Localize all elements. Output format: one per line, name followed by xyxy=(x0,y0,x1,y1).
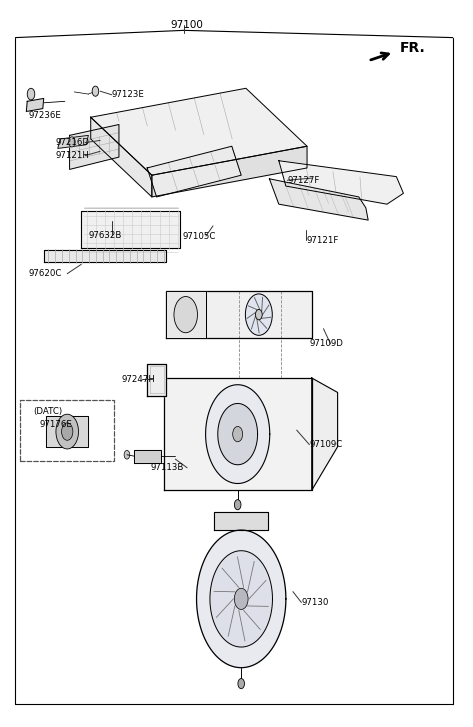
Circle shape xyxy=(235,499,241,510)
Polygon shape xyxy=(312,378,338,490)
Circle shape xyxy=(56,414,79,449)
Circle shape xyxy=(233,427,243,442)
Text: 97176E: 97176E xyxy=(40,419,73,429)
Text: 97130: 97130 xyxy=(301,598,329,607)
Polygon shape xyxy=(91,88,307,175)
Polygon shape xyxy=(279,161,403,204)
Polygon shape xyxy=(214,512,268,530)
Polygon shape xyxy=(70,124,119,169)
Polygon shape xyxy=(164,378,312,490)
Polygon shape xyxy=(91,117,152,197)
Polygon shape xyxy=(147,146,241,197)
Polygon shape xyxy=(58,135,88,148)
Polygon shape xyxy=(197,530,286,667)
Polygon shape xyxy=(166,291,312,338)
Polygon shape xyxy=(46,417,88,447)
Text: 97247H: 97247H xyxy=(121,375,155,384)
Polygon shape xyxy=(166,291,206,338)
Text: 97109C: 97109C xyxy=(309,440,342,449)
Text: 97105C: 97105C xyxy=(183,231,216,241)
Text: (DATC): (DATC) xyxy=(34,407,62,416)
Polygon shape xyxy=(210,551,272,647)
Polygon shape xyxy=(147,364,166,396)
Text: 97127F: 97127F xyxy=(287,176,320,185)
Circle shape xyxy=(234,588,248,609)
Circle shape xyxy=(238,678,245,688)
Polygon shape xyxy=(81,212,180,248)
Text: 97121H: 97121H xyxy=(55,151,89,160)
Circle shape xyxy=(124,451,130,459)
Polygon shape xyxy=(218,403,258,465)
Polygon shape xyxy=(44,250,166,262)
Text: 97236E: 97236E xyxy=(29,111,61,120)
Circle shape xyxy=(92,86,99,96)
Polygon shape xyxy=(26,98,44,111)
Polygon shape xyxy=(152,146,307,197)
Circle shape xyxy=(174,297,197,333)
Text: 97100: 97100 xyxy=(171,20,203,30)
Text: 97109D: 97109D xyxy=(309,340,343,348)
Text: 97121F: 97121F xyxy=(306,236,339,245)
Text: FR.: FR. xyxy=(400,41,426,55)
Polygon shape xyxy=(270,179,368,220)
Polygon shape xyxy=(134,450,161,462)
Text: 97216D: 97216D xyxy=(55,138,89,147)
Text: 97620C: 97620C xyxy=(29,269,62,278)
Text: 97632B: 97632B xyxy=(88,230,122,240)
Polygon shape xyxy=(206,385,270,483)
Circle shape xyxy=(69,137,75,147)
Circle shape xyxy=(255,310,262,320)
Circle shape xyxy=(61,423,73,441)
Circle shape xyxy=(245,294,272,335)
Circle shape xyxy=(27,88,35,100)
Text: 97113B: 97113B xyxy=(151,463,184,473)
Text: 97123E: 97123E xyxy=(112,90,145,100)
